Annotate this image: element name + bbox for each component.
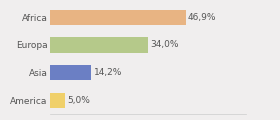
Bar bbox=[50, 10, 186, 25]
Text: 14,2%: 14,2% bbox=[94, 68, 122, 77]
Bar bbox=[50, 37, 148, 53]
Text: 34,0%: 34,0% bbox=[151, 41, 179, 49]
Text: 46,9%: 46,9% bbox=[188, 13, 216, 22]
Bar bbox=[50, 65, 91, 80]
Bar bbox=[50, 93, 65, 108]
Text: 5,0%: 5,0% bbox=[67, 96, 90, 105]
